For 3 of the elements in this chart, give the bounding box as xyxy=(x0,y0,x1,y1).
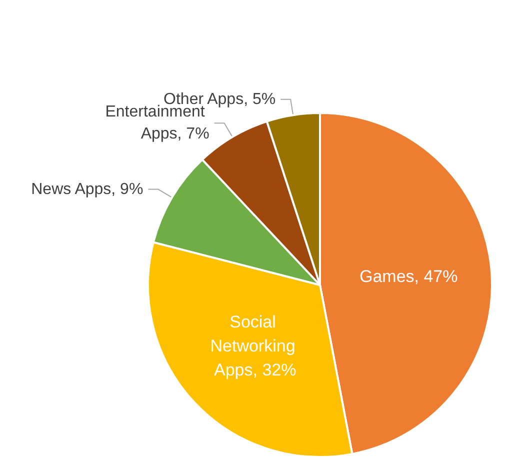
slice-label: Social Networking Apps, 32% xyxy=(210,312,300,380)
slice-label: News Apps, 9% xyxy=(31,180,144,198)
slice-label: Games, 47% xyxy=(359,267,458,286)
